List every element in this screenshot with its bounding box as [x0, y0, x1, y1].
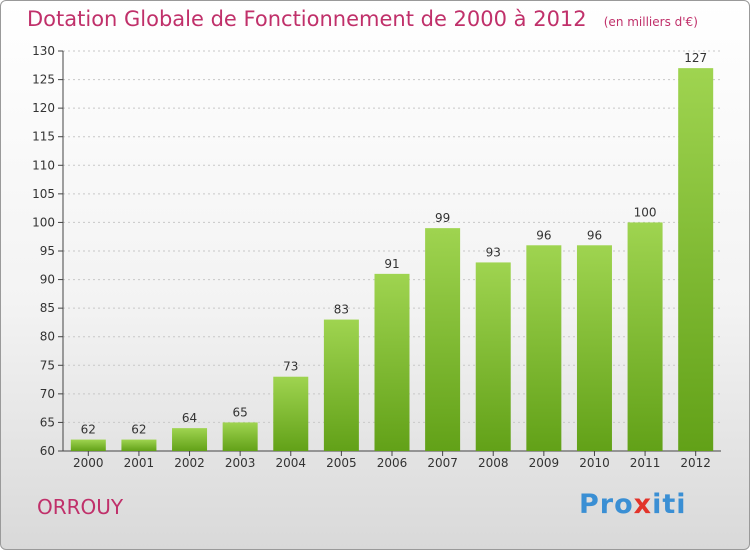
labels: 60 65 70 75 80 85 90 95 100 105 110 115 120 125 130 62 2… — [32, 44, 711, 470]
y-tick-label: 75 — [40, 358, 55, 372]
value-label-2008: 93 — [486, 245, 501, 259]
bar-2005 — [323, 319, 359, 451]
bar-2012 — [678, 68, 714, 452]
x-tick-label-2009: 2009 — [529, 456, 560, 470]
value-label-2009: 96 — [536, 228, 551, 242]
y-tick-label: 65 — [40, 415, 55, 429]
value-label-2005: 83 — [334, 303, 349, 317]
chart-title: Dotation Globale de Fonctionnement de 20… — [27, 7, 587, 31]
x-tick-label-2010: 2010 — [579, 456, 610, 470]
title-row: Dotation Globale de Fonctionnement de 20… — [27, 7, 698, 31]
bar-2011 — [627, 222, 663, 451]
value-label-2003: 65 — [233, 405, 248, 419]
x-tick-label-2003: 2003 — [225, 456, 256, 470]
y-tick-label: 80 — [40, 330, 55, 344]
y-tick-label: 105 — [32, 187, 55, 201]
bar-2004 — [273, 376, 309, 451]
x-tick-label-2001: 2001 — [124, 456, 155, 470]
x-tick-label-2012: 2012 — [680, 456, 711, 470]
y-tick-label: 120 — [32, 101, 55, 115]
x-tick-label-2000: 2000 — [73, 456, 104, 470]
value-label-2002: 64 — [182, 411, 197, 425]
value-label-2001: 62 — [131, 423, 146, 437]
logo-part-x: x — [633, 489, 653, 520]
logo-part-pro: Pro — [579, 489, 634, 520]
commune-name: ORROUY — [37, 495, 124, 519]
y-tick-label: 90 — [40, 273, 55, 287]
y-tick-label: 130 — [32, 44, 55, 58]
logo-part-iti: iti — [652, 489, 687, 520]
x-tick-label-2011: 2011 — [630, 456, 661, 470]
bar-2003 — [222, 422, 258, 451]
bar-2010 — [576, 245, 612, 451]
x-tick-label-2007: 2007 — [427, 456, 458, 470]
value-label-2004: 73 — [283, 360, 298, 374]
bar-2008 — [475, 262, 511, 451]
chart-subtitle: (en milliers d'€) — [603, 15, 698, 29]
bars — [70, 68, 714, 452]
bar-2006 — [374, 273, 410, 451]
x-tick-label-2006: 2006 — [377, 456, 408, 470]
value-label-2010: 96 — [587, 228, 602, 242]
value-label-2000: 62 — [81, 423, 96, 437]
y-tick-label: 95 — [40, 244, 55, 258]
bar-2002 — [172, 428, 208, 451]
bar-2007 — [425, 228, 461, 451]
x-tick-label-2008: 2008 — [478, 456, 509, 470]
y-tick-label: 60 — [40, 444, 55, 458]
bar-2000 — [70, 439, 106, 451]
x-tick-label-2005: 2005 — [326, 456, 357, 470]
value-label-2007: 99 — [435, 211, 450, 225]
value-label-2011: 100 — [634, 205, 657, 219]
value-label-2012: 127 — [684, 51, 707, 65]
x-tick-label-2004: 2004 — [275, 456, 306, 470]
bar-2009 — [526, 245, 562, 451]
proxiti-logo: Proxiti — [579, 489, 687, 520]
x-tick-label-2002: 2002 — [174, 456, 205, 470]
y-tick-label: 70 — [40, 387, 55, 401]
y-tick-label: 100 — [32, 215, 55, 229]
y-tick-label: 110 — [32, 158, 55, 172]
value-label-2006: 91 — [384, 257, 399, 271]
y-tick-label: 115 — [32, 130, 55, 144]
y-tick-label: 85 — [40, 301, 55, 315]
bar-2001 — [121, 439, 157, 451]
y-tick-label: 125 — [32, 73, 55, 87]
